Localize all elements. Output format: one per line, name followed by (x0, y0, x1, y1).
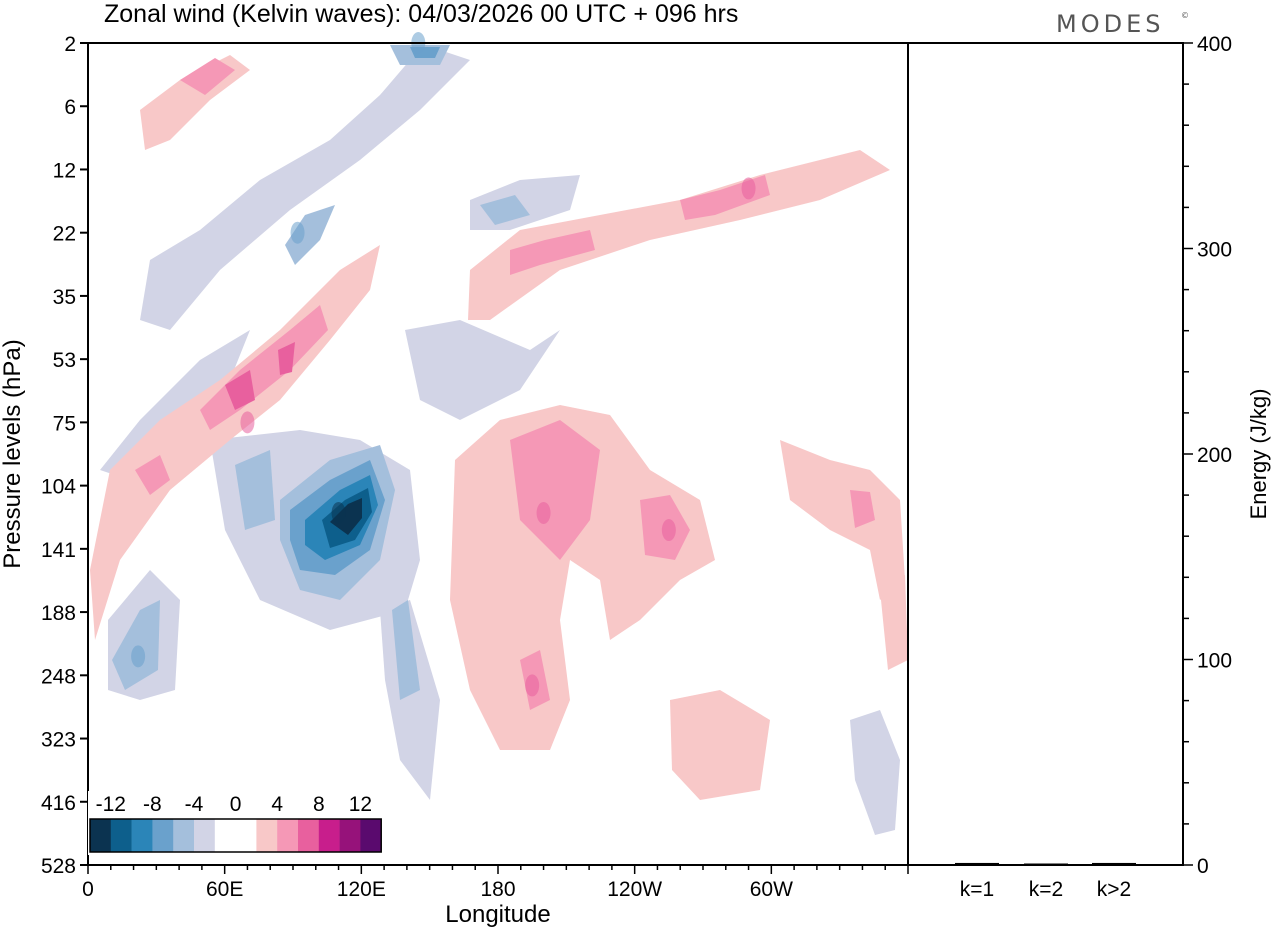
legend-swatch (110, 819, 132, 852)
wind-contour (510, 420, 600, 560)
wind-core (741, 177, 756, 200)
wind-core (661, 519, 676, 542)
wind-contour (850, 710, 900, 835)
wind-contour (405, 320, 560, 420)
wind-contour (780, 440, 905, 600)
wind-contour (380, 600, 440, 800)
legend-swatch (214, 819, 236, 852)
chart-title: Zonal wind (Kelvin waves): 04/03/2026 00… (104, 0, 738, 28)
legend-swatch (90, 819, 112, 852)
legend-swatch (152, 819, 174, 852)
x-tick-label: 60E (206, 878, 243, 901)
y-tick-label: 248 (41, 665, 76, 688)
legend-label: 4 (271, 793, 283, 816)
y-tick-label: 141 (41, 539, 76, 562)
wind-contour (510, 230, 595, 275)
y-tick-label: 22 (53, 223, 76, 246)
y-tick-label: 104 (41, 476, 76, 499)
legend-label: 8 (313, 793, 325, 816)
legend-swatch (360, 819, 382, 852)
legend-swatch (318, 819, 340, 852)
wind-contour (225, 370, 255, 410)
wind-core (131, 645, 146, 668)
wind-contour (330, 498, 362, 535)
x-tick-label: 60W (750, 878, 793, 901)
legend-swatch (339, 819, 361, 852)
y-axis-label: Pressure levels (hPa) (0, 339, 26, 568)
legend-swatch (194, 819, 216, 852)
energy-bar (1092, 862, 1136, 865)
y-tick-label: 416 (41, 792, 76, 815)
legend-swatch (131, 819, 153, 852)
wind-contour (278, 342, 295, 375)
wind-contour (140, 50, 470, 330)
wind-contour (468, 150, 890, 320)
wind-core (240, 411, 255, 434)
wind-core (290, 221, 305, 244)
legend-swatch (256, 819, 278, 852)
legend-swatch (277, 819, 299, 852)
x-tick-label: 0 (82, 878, 94, 901)
energy-bar (1024, 863, 1068, 865)
x-tick-label: 120E (337, 878, 386, 901)
legend-label: -8 (143, 793, 162, 816)
wind-core (331, 501, 346, 524)
wind-contour (480, 195, 530, 225)
y-tick-label: 6 (64, 96, 76, 119)
legend-frame (89, 818, 382, 853)
legend-swatch (235, 819, 257, 852)
wind-core (536, 501, 551, 524)
legend-label: -4 (185, 793, 204, 816)
wind-contour (112, 600, 160, 690)
legend-label: -12 (96, 793, 126, 816)
legend-swatch (298, 819, 320, 852)
y-tick-label: 323 (41, 729, 76, 752)
wind-contour (135, 455, 170, 495)
energy-tick-label: 200 (1197, 444, 1232, 467)
wind-contour (670, 690, 770, 800)
energy-bar (955, 862, 999, 865)
wind-contour (850, 490, 875, 528)
x-tick-label: 180 (480, 878, 515, 901)
energy-axis-label: Energy (J/kg) (1246, 389, 1271, 520)
y-tick-label: 53 (53, 349, 76, 372)
energy-tick-label: 300 (1197, 239, 1232, 262)
brand-mark: © (1181, 11, 1193, 20)
y-tick-label: 2 (64, 33, 76, 56)
wind-contour (880, 575, 908, 670)
y-tick-label: 75 (53, 412, 76, 435)
brand-logo: MODES (1056, 10, 1164, 38)
wind-contour (180, 58, 235, 95)
energy-category-label: k>2 (1097, 878, 1131, 901)
energy-category-label: k=1 (960, 878, 994, 901)
energy-tick-label: 400 (1197, 33, 1232, 56)
energy-tick-label: 0 (1197, 855, 1209, 878)
y-tick-label: 188 (41, 602, 76, 625)
wind-core (525, 674, 540, 697)
color-legend: -12 -8 -4 0 4 8 12 (88, 791, 384, 855)
wind-contour (450, 405, 715, 750)
legend-label: 12 (349, 793, 372, 816)
wind-field (88, 32, 908, 865)
legend-swatch (173, 819, 195, 852)
y-tick-label: 528 (41, 855, 76, 878)
y-tick-label: 12 (53, 159, 76, 182)
energy-frame (907, 42, 1184, 866)
legend-label: 0 (230, 793, 242, 816)
energy-category-label: k=2 (1029, 878, 1063, 901)
wind-contour (235, 450, 275, 530)
x-axis-label: Longitude (445, 901, 550, 928)
wind-contour (285, 205, 335, 265)
x-tick-label: 120W (607, 878, 662, 901)
wind-contour (392, 600, 420, 700)
y-tick-label: 35 (53, 286, 76, 309)
energy-tick-label: 100 (1197, 650, 1232, 673)
